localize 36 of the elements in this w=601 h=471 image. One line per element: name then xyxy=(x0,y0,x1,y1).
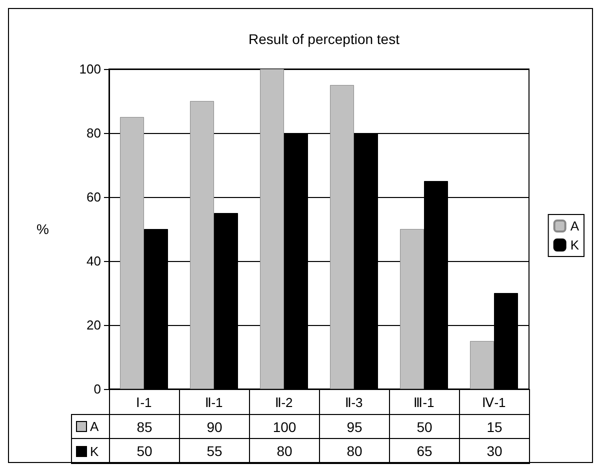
data-label: 50 xyxy=(110,439,180,463)
data-label: 55 xyxy=(180,439,250,463)
bar xyxy=(330,85,354,389)
data-label: 80 xyxy=(320,439,390,463)
data-label: 85 xyxy=(110,415,180,438)
x-tick-label: Ⅱ-2 xyxy=(275,395,293,410)
data-label: 90 xyxy=(180,415,250,438)
data-label: 65 xyxy=(390,439,460,463)
x-tick-label: Ⅱ-1 xyxy=(205,395,223,410)
y-tick-label: 0 xyxy=(94,382,101,396)
bar xyxy=(260,69,284,389)
data-label: 15 xyxy=(460,415,530,438)
y-tick-label: 100 xyxy=(79,62,101,76)
bar xyxy=(190,101,214,389)
y-tick-label: 60 xyxy=(86,190,101,204)
text: A xyxy=(570,218,579,234)
data-label: 100 xyxy=(250,415,320,438)
legend-label: K xyxy=(570,238,580,252)
y-tick-label: 80 xyxy=(86,126,101,140)
x-tick-label: Ⅱ-3 xyxy=(345,395,363,410)
chart-title: Result of perception test xyxy=(248,31,400,47)
data-label: 80 xyxy=(250,439,320,463)
x-tick-label: Ⅲ-1 xyxy=(414,395,434,410)
y-axis-title: % xyxy=(36,221,49,237)
bar xyxy=(470,341,494,389)
y-tick-label: 20 xyxy=(86,318,101,332)
text: K xyxy=(90,444,99,458)
bar xyxy=(400,229,424,389)
bar xyxy=(120,117,144,389)
data-label: 50 xyxy=(390,415,460,438)
y-tick-label: 40 xyxy=(86,254,101,268)
x-tick-label: Ⅳ-1 xyxy=(482,395,506,410)
data-label: 30 xyxy=(460,439,530,463)
legend-label: A xyxy=(90,419,99,434)
data-label: 95 xyxy=(320,415,390,438)
x-tick-label: Ⅰ-1 xyxy=(136,395,152,410)
